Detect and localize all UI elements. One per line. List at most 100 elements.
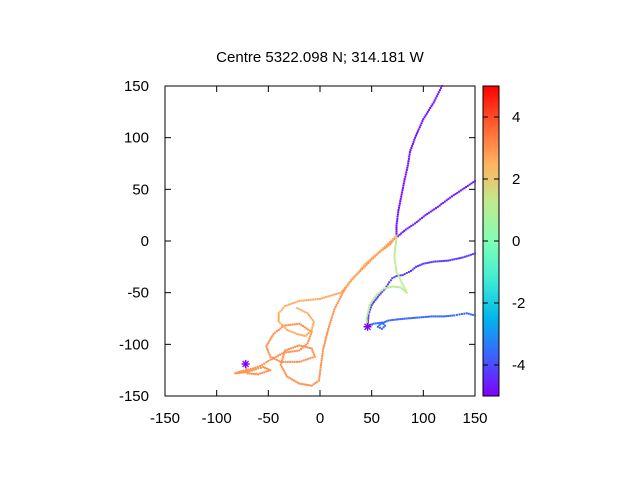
data-point	[435, 95, 438, 98]
data-point	[277, 359, 280, 362]
data-point	[404, 290, 407, 293]
data-point	[303, 326, 306, 329]
data-point	[381, 289, 384, 292]
data-point	[398, 277, 401, 280]
chart-title: Centre 5322.098 N; 314.181 W	[216, 49, 424, 66]
data-point	[472, 181, 475, 184]
data-point	[427, 211, 430, 214]
data-point	[285, 324, 287, 327]
data-point	[424, 262, 427, 265]
data-point	[369, 302, 372, 305]
data-point	[301, 325, 304, 327]
data-point	[252, 372, 255, 375]
data-point	[460, 313, 463, 315]
track-series	[365, 236, 408, 328]
data-point	[471, 313, 474, 316]
data-point	[440, 260, 443, 263]
data-point	[457, 257, 460, 260]
data-point	[432, 260, 435, 263]
data-point	[310, 384, 313, 387]
data-point	[281, 357, 284, 360]
data-point	[261, 363, 264, 366]
data-point	[375, 297, 378, 300]
data-point	[272, 333, 275, 335]
data-point	[345, 285, 348, 288]
data-point	[366, 313, 369, 315]
data-point	[367, 262, 370, 264]
end-marker	[363, 322, 372, 331]
data-point	[408, 155, 411, 158]
data-point	[397, 318, 400, 321]
data-point	[461, 188, 464, 191]
data-point	[438, 260, 441, 263]
data-point	[369, 258, 372, 261]
data-point	[284, 373, 287, 376]
data-point	[252, 367, 255, 370]
data-point	[375, 253, 378, 256]
data-point	[409, 317, 412, 320]
data-point	[428, 315, 431, 318]
data-point	[394, 247, 397, 250]
data-point	[290, 347, 293, 350]
data-point	[455, 313, 458, 316]
data-point	[431, 103, 434, 106]
data-point	[316, 380, 319, 383]
data-point	[304, 311, 307, 314]
data-point	[307, 340, 310, 342]
data-point	[401, 191, 404, 194]
data-point	[411, 142, 414, 145]
data-point	[438, 315, 441, 318]
data-point	[465, 186, 468, 188]
data-point	[414, 222, 417, 225]
data-point	[324, 338, 327, 341]
data-point	[396, 217, 399, 220]
data-point	[459, 189, 462, 192]
data-point	[266, 343, 269, 346]
data-point	[282, 325, 285, 328]
data-point	[429, 107, 432, 109]
data-point	[236, 372, 239, 375]
data-point	[292, 346, 295, 349]
data-point	[377, 292, 380, 295]
data-point	[296, 300, 299, 303]
data-point	[396, 213, 399, 216]
data-point	[288, 348, 290, 351]
data-point	[387, 319, 390, 322]
y-tick-label: -150	[119, 388, 149, 405]
data-point	[290, 302, 293, 305]
data-point	[271, 334, 274, 337]
data-point	[397, 209, 400, 211]
data-point	[306, 312, 309, 315]
data-point	[282, 369, 285, 372]
data-point	[246, 369, 248, 372]
data-point	[388, 281, 391, 284]
data-point	[387, 286, 390, 289]
data-point	[308, 347, 311, 349]
data-point	[380, 322, 382, 325]
data-point	[429, 210, 432, 213]
data-point	[435, 207, 437, 210]
data-point	[422, 262, 425, 265]
data-point	[309, 315, 312, 318]
data-point	[289, 377, 292, 380]
data-point	[304, 335, 307, 338]
data-point	[307, 357, 310, 360]
data-point	[394, 245, 397, 248]
data-point	[395, 239, 398, 241]
data-point	[275, 355, 278, 358]
data-point	[433, 208, 436, 211]
data-point	[277, 316, 280, 319]
data-point	[296, 323, 299, 325]
data-point	[415, 132, 418, 135]
data-point	[382, 247, 385, 250]
data-point	[443, 315, 445, 318]
data-point	[279, 360, 282, 363]
data-point	[375, 293, 378, 296]
data-point	[376, 295, 379, 298]
data-point	[360, 268, 362, 270]
data-point	[463, 187, 466, 190]
x-tick-label: -50	[257, 410, 279, 427]
data-point	[402, 184, 405, 187]
data-point	[321, 297, 324, 300]
data-point	[282, 306, 285, 309]
